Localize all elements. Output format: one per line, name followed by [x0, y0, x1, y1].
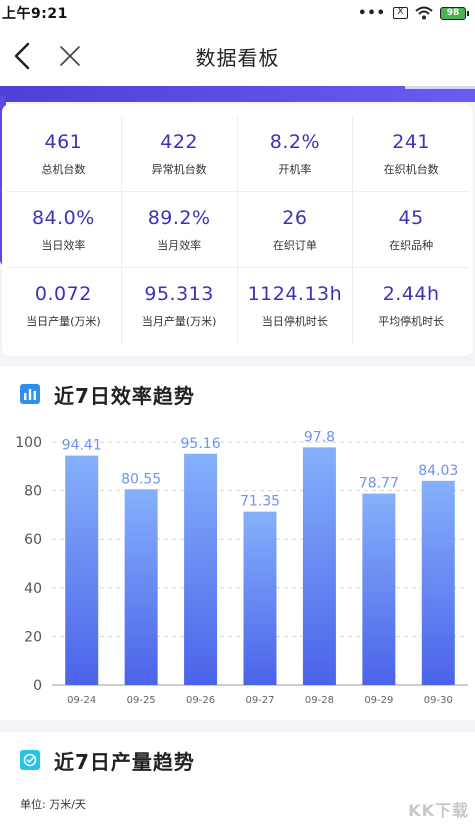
stat-value: 1124.13h — [247, 283, 343, 305]
stat-label: 总机台数 — [41, 162, 86, 176]
bar-09-30[interactable] — [421, 480, 455, 685]
stat-value: 461 — [44, 130, 83, 153]
status-icons: ••• X 98 — [358, 6, 469, 21]
stat-item: 241 在织机台数 — [353, 116, 469, 192]
sim-icon: X — [393, 7, 408, 19]
status-time: 上午9:21 — [2, 6, 68, 22]
output-title: 近7日产量趋势 — [54, 749, 195, 774]
watermark: KK下载 — [408, 801, 469, 820]
efficiency-title: 近7日效率趋势 — [54, 383, 195, 408]
header-band — [0, 86, 475, 102]
status-bar: 上午9:21 ••• X 98 — [0, 0, 475, 26]
output-header: 近7日产量趋势 — [0, 732, 475, 788]
stat-item: 26 在织订单 — [237, 192, 354, 268]
stat-value: 8.2% — [269, 130, 321, 153]
band-notch — [405, 86, 475, 89]
stat-item: 8.2% 开机率 — [237, 116, 354, 192]
x-tick-label: 09-28 — [305, 695, 334, 706]
bar-value-label: 94.41 — [62, 438, 102, 454]
stat-label: 在织品种 — [389, 238, 434, 252]
stat-label: 当日停机时长 — [261, 315, 328, 328]
bar-09-29[interactable] — [362, 493, 396, 685]
stat-item: 461 总机台数 — [6, 116, 122, 192]
stat-label: 开机率 — [278, 162, 312, 176]
battery-icon: 98 — [440, 6, 469, 20]
stat-item: 422 异常机台数 — [121, 116, 238, 192]
output-unit-label: 单位: 万米/天 — [20, 798, 86, 811]
stat-value: 241 — [392, 130, 430, 153]
stat-value: 89.2% — [147, 206, 211, 229]
stat-item: 89.2% 当月效率 — [121, 192, 238, 268]
x-tick-label: 09-30 — [424, 695, 453, 706]
bar-09-25[interactable] — [124, 489, 158, 685]
y-tick-label: 20 — [24, 629, 42, 645]
efficiency-bar-chart: 0 20 40 60 80 100 94.41 09-24 80.55 09-25 95.16 09-… — [15, 429, 468, 706]
y-tick-label: 0 — [33, 678, 42, 694]
close-button[interactable] — [56, 40, 84, 72]
nav-bar: 数据看板 — [0, 26, 475, 86]
bar-value-label: 78.77 — [359, 476, 399, 492]
y-tick-label: 60 — [24, 532, 42, 548]
wifi-icon — [415, 6, 433, 20]
bar-chart-icon — [20, 384, 40, 404]
stat-value: 26 — [282, 206, 308, 229]
bar-value-label: 80.55 — [121, 471, 161, 487]
stat-item: 0.072 当日产量(万米) — [6, 268, 122, 344]
battery-level: 98 — [440, 6, 466, 20]
clock-icon — [20, 750, 40, 770]
stats-card: 461 总机台数 422 异常机台数 8.2% 开机率 241 在织机台数 84.0% 当日效率 8… — [2, 104, 473, 356]
stat-item: 2.44h 平均停机时长 — [353, 268, 469, 344]
stat-label: 平均停机时长 — [378, 315, 445, 328]
stat-label: 当日效率 — [41, 238, 86, 252]
chevron-left-icon — [14, 42, 30, 70]
bar-value-label: 97.8 — [304, 429, 335, 445]
efficiency-header: 近7日效率趋势 — [0, 366, 475, 422]
efficiency-chart: 0 20 40 60 80 100 94.41 09-24 80.55 09-25 95.16 09-… — [0, 426, 475, 716]
page-title: 数据看板 — [195, 45, 280, 70]
stat-value: 2.44h — [382, 283, 440, 305]
stat-label: 当日产量(万米) — [26, 315, 101, 328]
stat-label: 当月效率 — [157, 238, 202, 252]
y-tick-label: 100 — [15, 435, 42, 451]
stat-value: 0.072 — [34, 283, 92, 305]
stat-item: 95.313 当月产量(万米) — [122, 268, 238, 344]
stat-value: 95.313 — [144, 283, 214, 305]
stat-label: 在织机台数 — [383, 162, 439, 176]
stat-value: 45 — [398, 206, 424, 229]
stat-label: 异常机台数 — [151, 162, 207, 176]
stat-item: 1124.13h 当日停机时长 — [238, 268, 354, 344]
bar-value-label: 95.16 — [181, 436, 221, 452]
bar-value-label: 84.03 — [418, 463, 458, 479]
bar-09-26[interactable] — [184, 453, 218, 685]
efficiency-trend-card: 近7日效率趋势 0 20 40 60 80 100 94.41 09-24 80.55 09-25… — [0, 366, 475, 720]
bar-09-27[interactable] — [243, 511, 277, 685]
bar-09-28[interactable] — [302, 447, 336, 685]
stat-label: 当月产量(万米) — [141, 315, 217, 328]
stat-value: 84.0% — [31, 206, 95, 229]
stat-value: 422 — [160, 130, 198, 153]
x-tick-label: 09-27 — [245, 695, 274, 706]
stat-label: 在织订单 — [272, 238, 317, 252]
x-tick-label: 09-24 — [67, 695, 96, 706]
stat-item: 84.0% 当日效率 — [6, 192, 122, 268]
x-tick-label: 09-26 — [186, 695, 215, 706]
y-tick-label: 40 — [24, 581, 42, 597]
bar-value-label: 71.35 — [240, 494, 280, 510]
x-tick-label: 09-29 — [364, 695, 393, 706]
output-trend-card: 近7日产量趋势 单位: 万米/天 — [0, 732, 475, 825]
close-icon — [60, 46, 80, 66]
more-dots-icon: ••• — [358, 5, 386, 21]
x-tick-label: 09-25 — [127, 695, 156, 706]
stat-item: 45 在织品种 — [353, 192, 469, 268]
bar-09-24[interactable] — [65, 455, 99, 685]
back-button[interactable] — [8, 40, 36, 72]
y-tick-label: 80 — [24, 484, 42, 500]
